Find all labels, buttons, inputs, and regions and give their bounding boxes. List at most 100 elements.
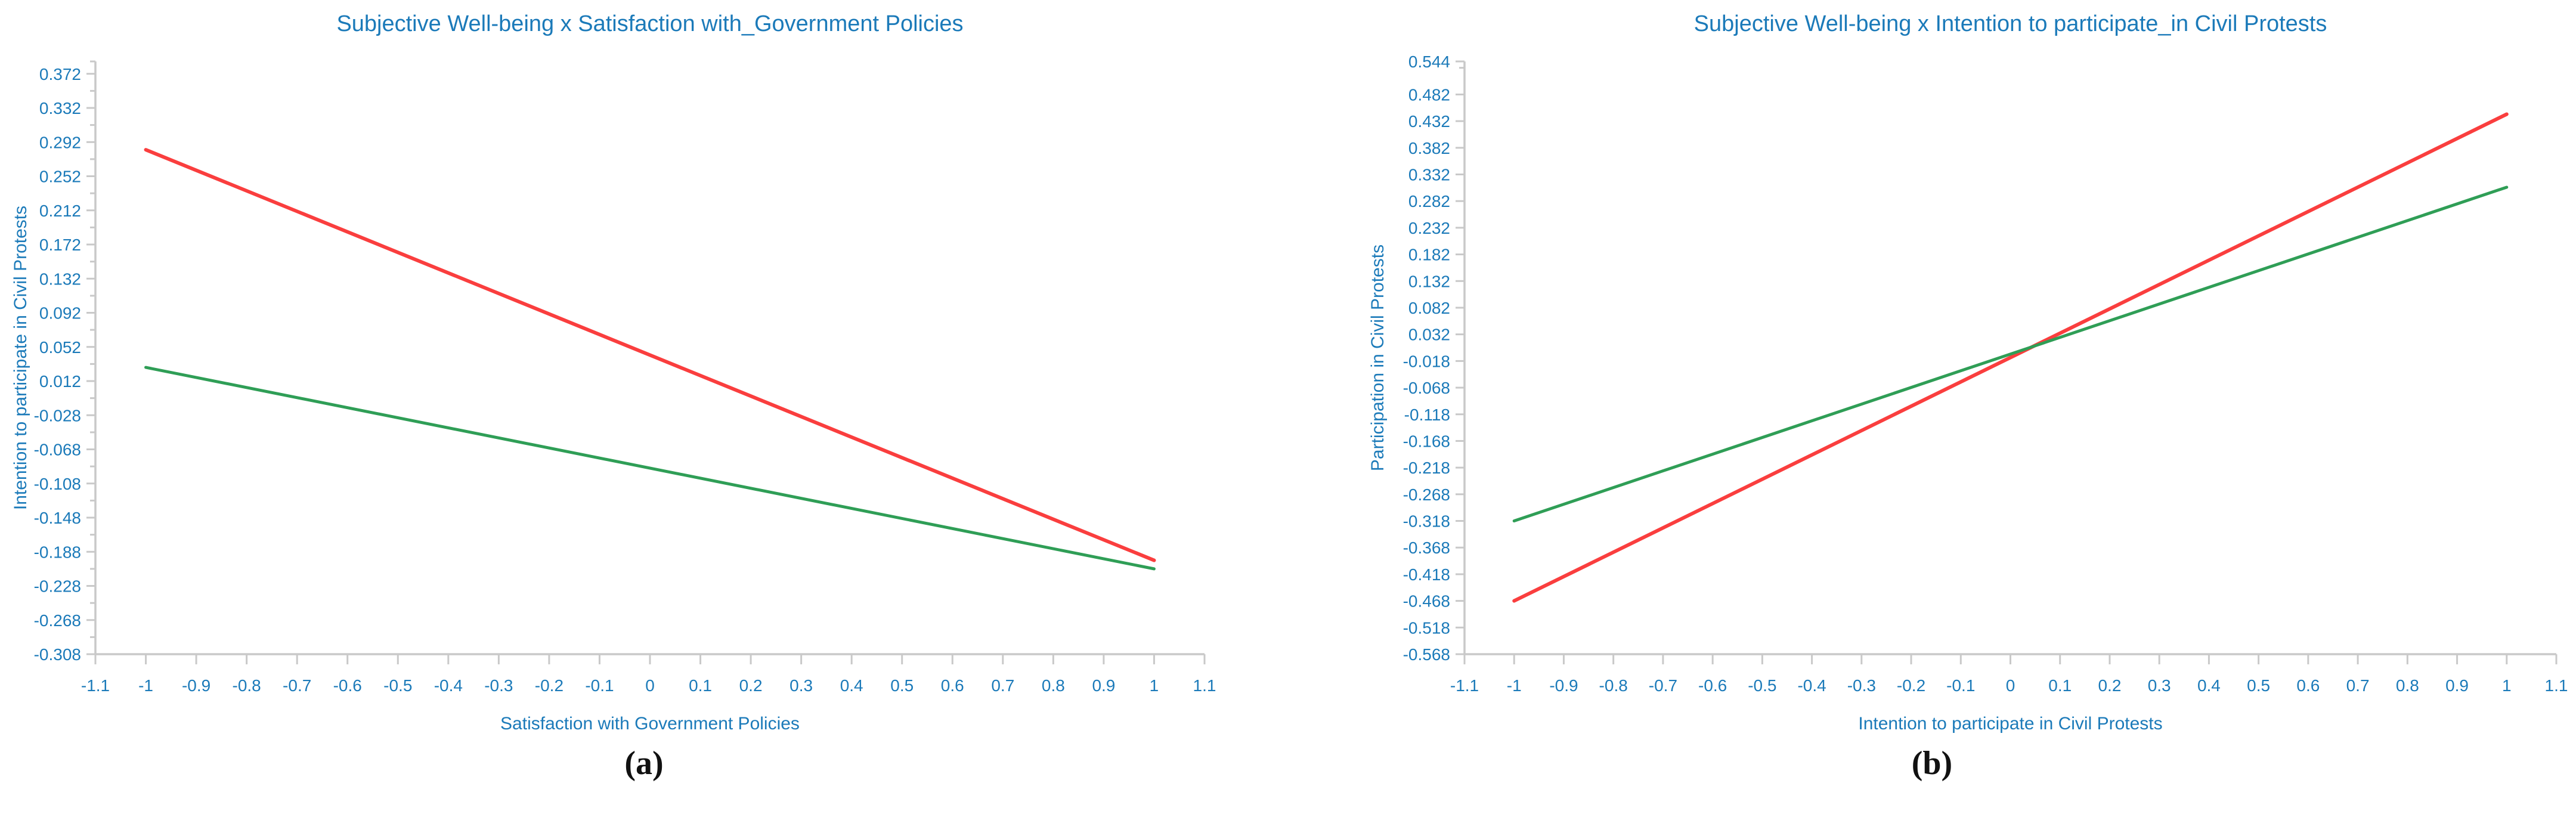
chart-title: Subjective Well-being x Intention to par… <box>1694 11 2327 36</box>
y-tick-label: 0.032 <box>1408 326 1450 344</box>
y-tick-label: 0.232 <box>1408 219 1450 237</box>
y-tick-label: -0.518 <box>1403 618 1450 637</box>
x-tick-label: 0.4 <box>840 676 863 695</box>
y-tick-label: 0.544 <box>1408 52 1450 71</box>
y-tick-label: -0.148 <box>34 509 81 527</box>
x-tick-label: -0.3 <box>1847 676 1876 695</box>
x-tick-label: 0.7 <box>991 676 1014 695</box>
y-tick-label: -0.468 <box>1403 592 1450 611</box>
y-tick-label: 0.282 <box>1408 192 1450 211</box>
y-tick-label: -0.268 <box>1403 485 1450 504</box>
y-tick-label: -0.028 <box>34 406 81 425</box>
caption-a: (a) <box>624 745 664 782</box>
y-tick-label: 0.332 <box>39 99 81 117</box>
x-tick-label: -0.9 <box>1549 676 1578 695</box>
x-tick-label: -0.7 <box>283 676 311 695</box>
chart-b-interaction-plot: Subjective Well-being x Intention to par… <box>1368 11 2568 734</box>
x-tick-label: -0.6 <box>333 676 362 695</box>
x-tick-label: 1.1 <box>2545 676 2568 695</box>
x-tick-label: -0.4 <box>1797 676 1826 695</box>
y-tick-label: -0.018 <box>1403 352 1450 370</box>
y-tick-label: -0.068 <box>1403 379 1450 397</box>
y-tick-label: -0.168 <box>1403 432 1450 450</box>
x-tick-label: -0.1 <box>585 676 614 695</box>
x-tick-label: 0.8 <box>1042 676 1065 695</box>
x-tick-label: 0.3 <box>789 676 813 695</box>
y-tick-label: 0.092 <box>39 304 81 323</box>
x-tick-label: -0.6 <box>1698 676 1727 695</box>
y-tick-label: 0.132 <box>1408 272 1450 290</box>
y-tick-label: -0.268 <box>34 611 81 630</box>
x-tick-label: 0 <box>2006 676 2015 695</box>
y-tick-label: 0.372 <box>39 65 81 83</box>
x-tick-label: 0 <box>645 676 655 695</box>
x-tick-label: -1.1 <box>1450 676 1479 695</box>
y-tick-label: -0.218 <box>1403 459 1450 477</box>
x-tick-label: 0.1 <box>2048 676 2072 695</box>
series-red-line <box>1512 112 2509 603</box>
y-tick-label: 0.212 <box>39 202 81 220</box>
x-tick-label: 0.2 <box>739 676 763 695</box>
x-tick-label: 0.5 <box>2247 676 2270 695</box>
y-tick-label: 0.482 <box>1408 85 1450 104</box>
y-tick-label: -0.228 <box>34 577 81 596</box>
x-tick-label: -0.8 <box>233 676 261 695</box>
y-tick-label: 0.172 <box>39 236 81 254</box>
x-tick-label: 0.8 <box>2396 676 2419 695</box>
y-tick-label: -0.188 <box>34 543 81 561</box>
x-tick-label: -1 <box>138 676 153 695</box>
x-tick-label: -0.9 <box>182 676 210 695</box>
x-tick-label: 1 <box>1150 676 1159 695</box>
panel-a: Subjective Well-being x Satisfaction wit… <box>11 11 1216 782</box>
x-tick-label: 0.4 <box>2197 676 2221 695</box>
caption-b: (b) <box>1911 745 1953 782</box>
y-axis-title: Intention to participate in Civil Protes… <box>11 206 30 510</box>
x-tick-label: -1 <box>1507 676 1522 695</box>
x-tick-label: 0.5 <box>890 676 914 695</box>
y-tick-label: -0.308 <box>34 645 81 664</box>
x-tick-label: 0.3 <box>2148 676 2171 695</box>
x-tick-label: 1 <box>2502 676 2512 695</box>
y-tick-label: 0.332 <box>1408 166 1450 184</box>
series-green-line <box>1512 185 2509 523</box>
x-tick-label: -0.2 <box>535 676 564 695</box>
y-tick-label: -0.368 <box>1403 539 1450 557</box>
y-tick-label: 0.432 <box>1408 112 1450 131</box>
x-tick-label: -0.5 <box>1748 676 1776 695</box>
x-tick-label: 0.1 <box>689 676 712 695</box>
y-tick-label: -0.568 <box>1403 645 1450 664</box>
x-tick-label: -0.4 <box>434 676 463 695</box>
y-tick-label: 0.382 <box>1408 139 1450 157</box>
x-tick-label: 0.9 <box>1092 676 1115 695</box>
y-tick-label: -0.108 <box>34 475 81 493</box>
x-tick-label: 0.6 <box>2296 676 2320 695</box>
x-tick-label: -0.1 <box>1946 676 1975 695</box>
x-tick-label: -0.8 <box>1599 676 1628 695</box>
x-tick-label: -0.3 <box>484 676 513 695</box>
y-tick-label: 0.252 <box>39 168 81 186</box>
y-tick-label: -0.318 <box>1403 512 1450 531</box>
y-tick-label: 0.292 <box>39 133 81 151</box>
y-tick-label: -0.418 <box>1403 565 1450 584</box>
x-tick-label: -0.2 <box>1897 676 1925 695</box>
y-axis-title: Participation in Civil Protests <box>1368 245 1388 471</box>
x-tick-label: 0.7 <box>2346 676 2370 695</box>
x-tick-label: -1.1 <box>81 676 110 695</box>
y-tick-label: -0.068 <box>34 441 81 459</box>
panel-b: Subjective Well-being x Intention to par… <box>1288 0 2576 817</box>
chart-a-interaction-plot: Subjective Well-being x Satisfaction wit… <box>11 11 1216 734</box>
x-tick-label: 0.9 <box>2445 676 2469 695</box>
chart-title: Subjective Well-being x Satisfaction wit… <box>336 11 963 36</box>
x-axis-title: Intention to participate in Civil Protes… <box>1858 714 2162 734</box>
x-tick-label: 0.2 <box>2098 676 2121 695</box>
x-axis-title: Satisfaction with Government Policies <box>500 714 800 734</box>
series-red-line <box>144 148 1156 562</box>
x-tick-label: -0.7 <box>1649 676 1677 695</box>
x-tick-label: 0.6 <box>941 676 964 695</box>
y-tick-label: 0.052 <box>39 338 81 357</box>
y-tick-label: 0.012 <box>39 372 81 391</box>
y-tick-label: 0.082 <box>1408 299 1450 317</box>
x-tick-label: 1.1 <box>1193 676 1216 695</box>
y-tick-label: 0.132 <box>39 270 81 288</box>
